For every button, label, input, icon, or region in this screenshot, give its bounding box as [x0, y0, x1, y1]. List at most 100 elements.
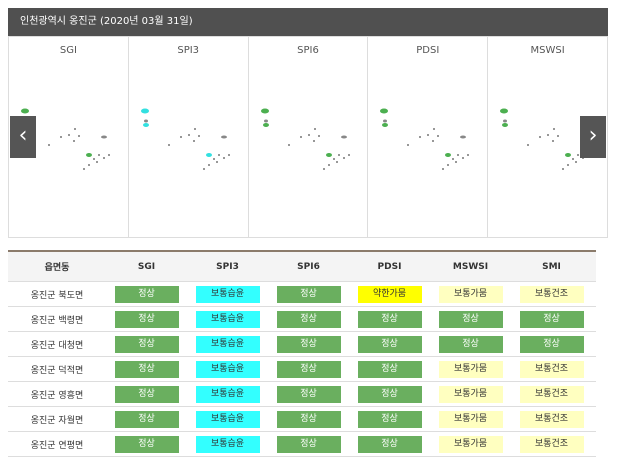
island — [197, 135, 200, 137]
island — [455, 161, 458, 163]
island — [108, 154, 110, 156]
island — [572, 158, 575, 160]
status-badge: 정상 — [114, 435, 179, 453]
island — [442, 168, 445, 170]
row-name: 옹진군 덕적면 — [30, 365, 84, 376]
island — [260, 108, 269, 114]
column-header: PDSI — [377, 261, 402, 272]
table-cell: 약한가뭄 — [349, 285, 430, 303]
table-cell: 보통건조 — [511, 385, 592, 403]
island — [86, 153, 92, 157]
next-button[interactable]: › — [580, 116, 606, 158]
island — [332, 158, 335, 160]
table-cell: 정상 — [106, 385, 187, 403]
island — [340, 135, 347, 139]
island — [502, 123, 509, 127]
island — [287, 144, 290, 146]
status-badge: 보통가뭄 — [438, 285, 503, 303]
island — [192, 140, 195, 142]
island — [93, 158, 95, 160]
island — [263, 119, 268, 123]
island — [460, 135, 467, 139]
row-name: 옹진군 연평면 — [30, 440, 84, 451]
island — [562, 168, 565, 170]
table-cell: 정상 — [349, 385, 430, 403]
status-badge: 보통습윤 — [195, 310, 260, 328]
table-cell: 보통습윤 — [187, 435, 268, 453]
island — [433, 128, 436, 130]
island — [500, 108, 509, 114]
table-cell: 정상 — [511, 335, 592, 353]
island — [553, 128, 556, 130]
island — [547, 134, 550, 136]
status-badge: 보통가뭄 — [438, 435, 503, 453]
status-badge: 보통건조 — [519, 385, 584, 403]
island — [342, 157, 345, 159]
status-badge: 정상 — [276, 435, 341, 453]
table-cell: 정상 — [106, 285, 187, 303]
panel-title: PDSI — [416, 45, 440, 56]
table-cell: 정상 — [268, 410, 349, 428]
status-badge: 정상 — [276, 385, 341, 403]
island — [432, 140, 435, 142]
island — [60, 136, 62, 138]
island — [380, 108, 389, 114]
island — [101, 135, 107, 139]
island-map — [260, 108, 350, 170]
island — [539, 136, 542, 138]
island — [187, 134, 190, 136]
row-name: 옹진군 백령면 — [30, 315, 84, 326]
island — [103, 157, 105, 159]
island — [437, 135, 440, 137]
island — [467, 154, 470, 156]
status-badge: 정상 — [114, 360, 179, 378]
island — [207, 164, 210, 166]
status-badge: 정상 — [357, 410, 422, 428]
column-header: SPI3 — [216, 261, 239, 272]
status-badge: 정상 — [357, 435, 422, 453]
row-name: 옹진군 자월면 — [30, 415, 84, 426]
island — [322, 168, 325, 170]
island — [74, 128, 76, 130]
island — [96, 161, 98, 163]
status-badge: 보통습윤 — [195, 285, 260, 303]
column-header: SPI6 — [297, 261, 320, 272]
island — [88, 164, 90, 166]
status-badge: 보통가뭄 — [438, 410, 503, 428]
table-cell: 정상 — [106, 410, 187, 428]
status-badge: 보통습윤 — [195, 360, 260, 378]
header-row: 읍면동 SGI SPI3 SPI6 PDSI MSWSI SMI — [8, 252, 596, 282]
status-badge: 보통습윤 — [195, 410, 260, 428]
island — [419, 136, 422, 138]
status-badge: 정상 — [519, 310, 584, 328]
island — [312, 140, 315, 142]
table-row: 옹진군 영흥면 정상 보통습윤 정상 정상 보통가뭄 보통건조 — [8, 382, 596, 407]
status-badge: 정상 — [114, 335, 179, 353]
table-cell: 보통건조 — [511, 285, 592, 303]
island — [222, 157, 225, 159]
island — [567, 164, 570, 166]
island — [167, 144, 170, 146]
prev-button[interactable]: ‹ — [10, 116, 36, 158]
island — [407, 144, 410, 146]
status-badge: 보통건조 — [519, 435, 584, 453]
table-cell: 정상 — [349, 335, 430, 353]
table-cell: 보통가뭄 — [430, 360, 511, 378]
island — [73, 140, 75, 142]
table-cell: 보통습윤 — [187, 360, 268, 378]
table-cell: 정상 — [268, 335, 349, 353]
status-badge: 정상 — [276, 335, 341, 353]
status-badge: 정상 — [114, 410, 179, 428]
island — [215, 161, 218, 163]
table-cell: 정상 — [349, 410, 430, 428]
table-cell: 정상 — [430, 335, 511, 353]
table-cell: 보통가뭄 — [430, 435, 511, 453]
table-cell: 보통습윤 — [187, 385, 268, 403]
table-row: 옹진군 덕적면 정상 보통습윤 정상 정상 보통가뭄 보통건조 — [8, 357, 596, 382]
status-badge: 정상 — [357, 335, 422, 353]
table-cell: 정상 — [106, 435, 187, 453]
island — [452, 158, 455, 160]
island — [217, 154, 220, 156]
table-cell: 정상 — [106, 335, 187, 353]
island — [317, 135, 320, 137]
